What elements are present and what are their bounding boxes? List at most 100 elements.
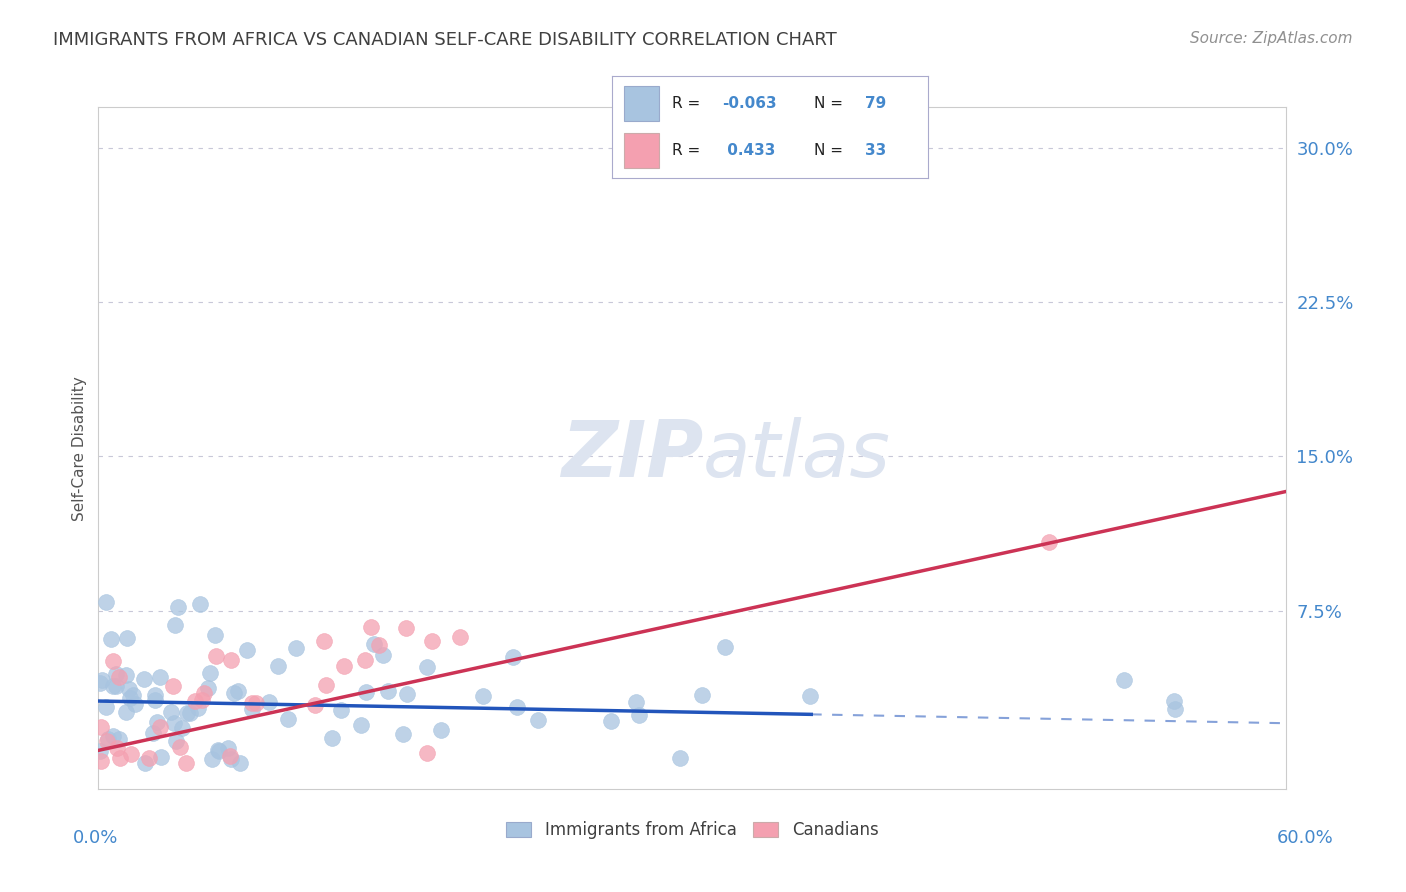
Point bbox=[502, 650, 524, 665]
FancyBboxPatch shape bbox=[624, 133, 659, 168]
Point bbox=[138, 750, 160, 764]
Point bbox=[118, 682, 141, 697]
Point bbox=[416, 660, 439, 674]
Point bbox=[285, 640, 308, 655]
Point bbox=[115, 705, 138, 719]
Point bbox=[472, 689, 495, 703]
Point bbox=[169, 739, 191, 754]
Point bbox=[430, 723, 453, 738]
Point bbox=[222, 686, 245, 700]
Point bbox=[149, 720, 172, 734]
Point bbox=[354, 685, 377, 699]
Point bbox=[226, 683, 249, 698]
Point bbox=[330, 703, 353, 717]
Point bbox=[208, 744, 231, 758]
Point bbox=[422, 634, 444, 648]
Text: Source: ZipAtlas.com: Source: ZipAtlas.com bbox=[1189, 31, 1353, 46]
Text: atlas: atlas bbox=[703, 417, 891, 493]
Point bbox=[146, 715, 169, 730]
Point bbox=[160, 705, 183, 719]
Point bbox=[132, 672, 155, 686]
Point bbox=[104, 666, 127, 681]
Point bbox=[191, 692, 214, 706]
Point bbox=[396, 687, 419, 701]
Point bbox=[134, 756, 156, 770]
Text: R =: R = bbox=[672, 96, 704, 111]
Y-axis label: Self-Care Disability: Self-Care Disability bbox=[72, 376, 87, 521]
Text: 79: 79 bbox=[865, 96, 886, 111]
Point bbox=[368, 638, 391, 652]
Point bbox=[115, 631, 138, 645]
Point bbox=[690, 688, 713, 702]
Point bbox=[176, 756, 198, 770]
Point bbox=[188, 597, 211, 611]
Point bbox=[103, 654, 125, 668]
Point bbox=[89, 744, 111, 758]
Point bbox=[94, 699, 117, 714]
Point bbox=[245, 697, 267, 711]
Point bbox=[94, 595, 117, 609]
Text: ZIP: ZIP bbox=[561, 417, 703, 493]
Point bbox=[187, 701, 209, 715]
Point bbox=[333, 659, 356, 673]
FancyBboxPatch shape bbox=[624, 87, 659, 121]
Point bbox=[360, 619, 382, 633]
Point bbox=[120, 747, 142, 761]
Point bbox=[257, 695, 280, 709]
Point bbox=[150, 749, 173, 764]
Text: R =: R = bbox=[672, 144, 704, 158]
Point bbox=[91, 673, 114, 688]
Point bbox=[90, 720, 112, 734]
Point bbox=[1038, 534, 1060, 549]
Point bbox=[1163, 694, 1185, 708]
Text: N =: N = bbox=[814, 96, 848, 111]
Point bbox=[506, 699, 529, 714]
Point bbox=[714, 640, 737, 654]
Text: -0.063: -0.063 bbox=[723, 96, 778, 111]
Point bbox=[165, 734, 187, 748]
Point bbox=[416, 746, 439, 760]
Point bbox=[242, 702, 264, 716]
Text: 0.433: 0.433 bbox=[723, 144, 776, 158]
Point bbox=[118, 690, 141, 705]
Point bbox=[350, 718, 373, 732]
Point bbox=[167, 600, 190, 615]
Point bbox=[201, 752, 224, 766]
Point bbox=[217, 740, 239, 755]
Point bbox=[105, 740, 128, 755]
Point bbox=[1164, 702, 1187, 716]
Point bbox=[229, 756, 252, 770]
Point bbox=[315, 678, 337, 692]
Text: N =: N = bbox=[814, 144, 848, 158]
Point bbox=[628, 708, 651, 723]
Point bbox=[142, 726, 165, 740]
Point bbox=[107, 731, 129, 746]
Point bbox=[184, 694, 207, 708]
Point bbox=[121, 688, 143, 702]
Point bbox=[526, 713, 548, 727]
Point bbox=[101, 729, 124, 743]
Point bbox=[219, 748, 242, 763]
Point bbox=[204, 627, 226, 641]
Text: 60.0%: 60.0% bbox=[1277, 829, 1333, 847]
Point bbox=[198, 666, 221, 681]
Point bbox=[207, 743, 229, 757]
Point bbox=[107, 670, 129, 684]
Point bbox=[219, 653, 242, 667]
Legend: Immigrants from Africa, Canadians: Immigrants from Africa, Canadians bbox=[499, 814, 886, 846]
Text: 0.0%: 0.0% bbox=[73, 829, 118, 847]
Point bbox=[669, 751, 692, 765]
Point bbox=[321, 731, 343, 746]
Point bbox=[162, 716, 184, 731]
Point bbox=[179, 706, 201, 721]
Point bbox=[149, 670, 172, 684]
Point bbox=[100, 632, 122, 647]
Point bbox=[145, 688, 167, 702]
Text: IMMIGRANTS FROM AFRICA VS CANADIAN SELF-CARE DISABILITY CORRELATION CHART: IMMIGRANTS FROM AFRICA VS CANADIAN SELF-… bbox=[53, 31, 837, 49]
Point bbox=[240, 697, 263, 711]
Text: 33: 33 bbox=[865, 144, 886, 158]
Point bbox=[193, 685, 215, 699]
Point bbox=[236, 643, 259, 657]
Point bbox=[96, 734, 118, 748]
Point bbox=[312, 633, 335, 648]
